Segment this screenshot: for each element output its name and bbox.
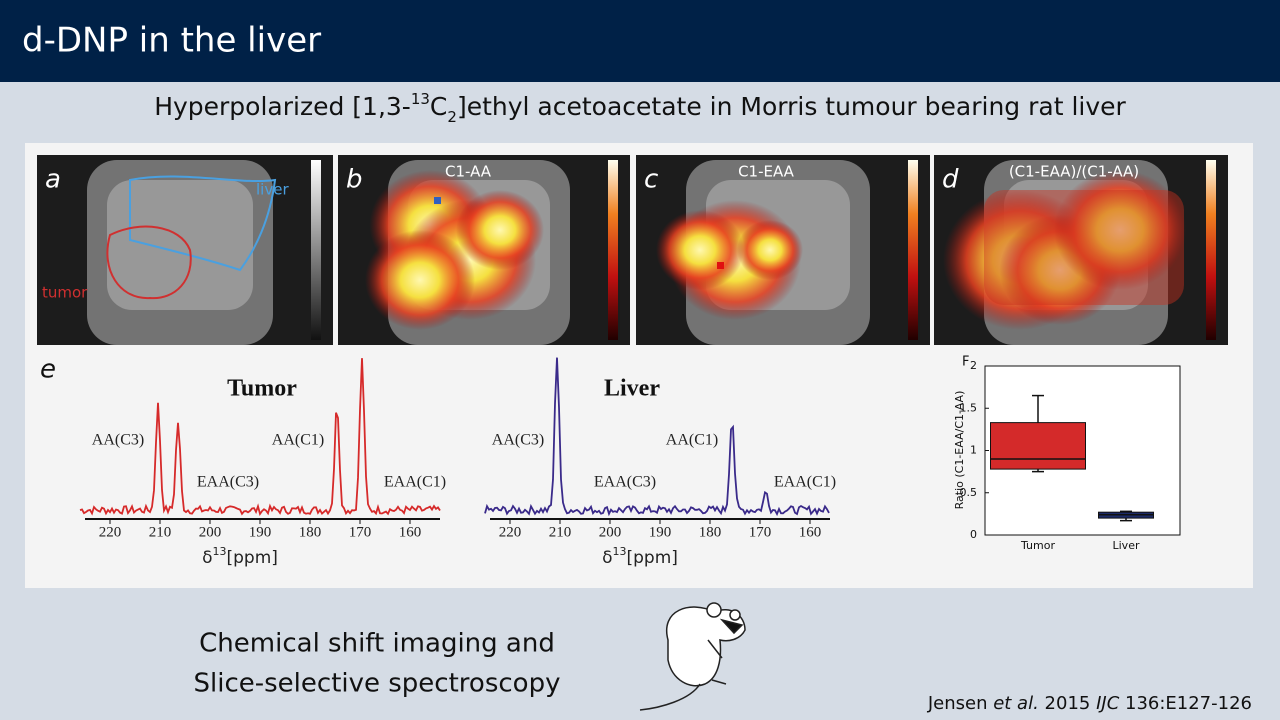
delta: δ	[202, 548, 212, 568]
panel-title: C1-AA	[445, 163, 492, 181]
unit: [ppm]	[626, 548, 677, 568]
x-tick-label: 170	[349, 524, 372, 540]
tumor-outline	[106, 225, 192, 300]
unit: [ppm]	[226, 548, 277, 568]
x-tick-label: 190	[249, 524, 272, 540]
signal-blob	[1054, 170, 1186, 290]
citation-year: 2015	[1039, 693, 1096, 714]
peak-label: EAA(C3)	[594, 474, 656, 491]
panel-letter: c	[644, 165, 658, 195]
boxplot: F Ratio (C1-EAA/C1-AA) 0 0.5 1 1.5 2 Tumor Liver	[953, 355, 1181, 552]
spectrum-title: Liver	[604, 376, 660, 402]
peak-label: EAA(C3)	[197, 474, 259, 491]
y-tick-label: 0	[970, 528, 977, 541]
y-axis-label: Ratio (C1-EAA/C1-AA)	[953, 391, 966, 510]
spectrum-line	[484, 357, 830, 517]
ratio-map	[984, 190, 1184, 305]
panel-title: C1-EAA	[738, 163, 795, 181]
x-tick-label: 210	[149, 524, 172, 540]
x-axis-label: δ13[ppm]	[602, 545, 678, 569]
box	[990, 422, 1086, 470]
peak-label: AA(C3)	[492, 432, 544, 449]
voxel-marker	[717, 262, 724, 269]
subtitle-text: C	[430, 92, 447, 121]
panel-letter: d	[942, 165, 959, 195]
x-tick-label: 210	[549, 524, 572, 540]
superscript: 13	[411, 90, 430, 108]
x-tick-label: Tumor	[1020, 539, 1055, 552]
x-tick-label: 160	[799, 524, 822, 540]
colorbar	[908, 160, 918, 340]
panel-letter: F	[962, 355, 969, 370]
x-tick-label: 200	[199, 524, 222, 540]
delta: δ	[602, 548, 612, 568]
signal-blob	[456, 190, 544, 270]
anatomy	[107, 180, 253, 310]
panel-letter: b	[346, 165, 363, 195]
x-tick-label: 220	[99, 524, 122, 540]
x-tick-label: 180	[699, 524, 722, 540]
colorbar	[608, 160, 618, 340]
peak-label: AA(C1)	[272, 432, 324, 449]
caption-line: Slice-selective spectroscopy	[194, 669, 561, 699]
citation-etal: et al.	[993, 693, 1039, 714]
citation-author: Jensen	[927, 693, 993, 714]
colorbar	[311, 160, 321, 340]
x-tick-label: 200	[599, 524, 622, 540]
x-tick-label: 180	[299, 524, 322, 540]
peak-label: AA(C1)	[666, 432, 718, 449]
y-tick-label: 1.5	[960, 401, 978, 414]
y-tick-label: 1	[970, 444, 977, 457]
y-tick-label: 0.5	[960, 486, 978, 499]
image-panels: a b C1-AA c C1-EAA d (C1-EAA)/(C1-AA) liver tumo…	[37, 155, 1228, 345]
header-bar	[0, 0, 1280, 82]
panel-letter: a	[45, 165, 61, 195]
x-tick-label: 170	[749, 524, 772, 540]
region-label: liver	[256, 181, 289, 199]
signal-blob	[365, 230, 475, 330]
citation-journal: IJC	[1096, 693, 1120, 714]
x-tick-label: Liver	[1113, 539, 1140, 552]
peak-label: EAA(C1)	[384, 474, 446, 491]
x-axis-label: δ13[ppm]	[202, 545, 278, 569]
peak-label: EAA(C1)	[774, 474, 836, 491]
subscript: 2	[447, 108, 457, 126]
citation: Jensen et al. 2015 IJC 136:E127-126	[927, 693, 1252, 714]
spectrum-line	[79, 358, 441, 516]
y-tick-label: 2	[970, 359, 977, 372]
voxel-marker	[434, 197, 441, 204]
x-tick-label: 160	[399, 524, 422, 540]
liver-outline	[129, 175, 277, 272]
superscript: 13	[212, 545, 226, 558]
subtitle-text: Hyperpolarized [1,3-	[154, 92, 411, 121]
citation-ref: 136:E127-126	[1119, 693, 1252, 714]
rat-icon	[639, 602, 746, 711]
caption-line: Chemical shift imaging and	[199, 629, 555, 659]
signal-blob	[656, 210, 744, 290]
colorbar	[1206, 160, 1216, 340]
x-tick-label: 220	[499, 524, 522, 540]
spectra: e Tumor 220 210 200 190 180 170 160 AA(C3) EAA(C3)…	[40, 355, 836, 569]
peak-label: AA(C3)	[92, 432, 144, 449]
region-label: tumor	[42, 284, 88, 302]
panel-letter: e	[40, 355, 56, 385]
signal-blob	[737, 220, 803, 280]
subtitle: Hyperpolarized [1,3-13C2]ethyl acetoacet…	[154, 90, 1126, 126]
subtitle-text: ]ethyl acetoacetate in Morris tumour bea…	[457, 92, 1127, 121]
superscript: 13	[612, 545, 626, 558]
panel-title: (C1-EAA)/(C1-AA)	[1009, 163, 1139, 181]
x-tick-label: 190	[649, 524, 672, 540]
spectrum-title: Tumor	[227, 376, 297, 402]
header-title: d-DNP in the liver	[22, 21, 321, 61]
